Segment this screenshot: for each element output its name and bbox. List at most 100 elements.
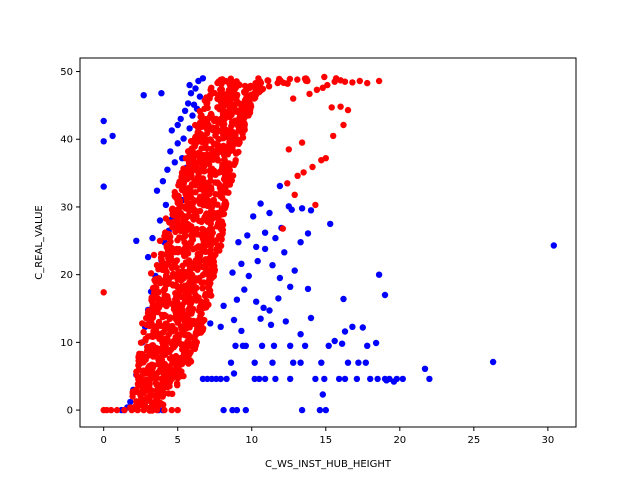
y-tick-label: 10 bbox=[60, 338, 73, 349]
data-point bbox=[230, 370, 238, 377]
data-point bbox=[202, 299, 210, 306]
data-point bbox=[230, 316, 238, 324]
data-point bbox=[191, 158, 198, 166]
data-point bbox=[162, 215, 170, 222]
data-point bbox=[180, 165, 187, 172]
data-point bbox=[245, 272, 252, 280]
data-point bbox=[303, 75, 310, 83]
data-point bbox=[220, 210, 228, 218]
data-point bbox=[344, 106, 352, 114]
data-point bbox=[356, 77, 363, 85]
data-point bbox=[372, 339, 380, 347]
data-point bbox=[195, 294, 202, 301]
data-point bbox=[172, 352, 180, 360]
x-tick-label: 30 bbox=[542, 435, 555, 446]
data-point bbox=[235, 148, 242, 156]
data-point bbox=[149, 305, 156, 312]
data-point bbox=[109, 132, 116, 140]
data-point bbox=[186, 304, 193, 311]
data-point bbox=[137, 392, 144, 400]
data-point bbox=[251, 375, 258, 383]
data-point bbox=[100, 289, 107, 296]
data-point bbox=[550, 242, 557, 249]
data-point bbox=[157, 250, 165, 258]
data-point bbox=[213, 375, 220, 383]
data-point bbox=[235, 239, 242, 246]
data-point bbox=[335, 375, 343, 383]
data-point bbox=[217, 323, 224, 330]
data-point bbox=[196, 93, 204, 100]
data-point bbox=[207, 177, 214, 184]
data-point bbox=[166, 355, 174, 362]
data-point bbox=[194, 231, 201, 238]
data-point bbox=[207, 137, 215, 144]
data-point bbox=[158, 90, 165, 97]
y-tick-label: 0 bbox=[67, 406, 73, 417]
data-point bbox=[253, 298, 260, 305]
data-point bbox=[375, 77, 383, 85]
data-point bbox=[324, 81, 331, 89]
data-point bbox=[205, 256, 212, 263]
data-point bbox=[174, 121, 181, 129]
data-point bbox=[173, 380, 181, 387]
data-point bbox=[364, 79, 371, 87]
data-point bbox=[153, 406, 161, 414]
data-point bbox=[206, 225, 214, 233]
y-tick-label: 50 bbox=[60, 67, 73, 78]
data-point bbox=[362, 359, 369, 366]
data-point bbox=[284, 180, 291, 187]
data-point bbox=[175, 245, 183, 253]
data-point bbox=[208, 375, 215, 383]
data-point bbox=[375, 271, 383, 278]
data-point bbox=[107, 406, 115, 414]
data-point bbox=[367, 375, 374, 383]
data-point bbox=[322, 155, 329, 162]
data-point bbox=[153, 187, 161, 194]
x-tick-label: 5 bbox=[175, 435, 181, 446]
data-point bbox=[282, 318, 289, 325]
data-point bbox=[170, 211, 177, 219]
data-point bbox=[143, 321, 150, 328]
data-point bbox=[276, 274, 284, 282]
data-point bbox=[260, 304, 267, 311]
data-point bbox=[341, 375, 349, 383]
data-point bbox=[241, 286, 248, 293]
data-point bbox=[276, 75, 283, 83]
data-point bbox=[327, 220, 334, 228]
data-point bbox=[212, 191, 219, 198]
data-point bbox=[214, 141, 222, 149]
data-point bbox=[148, 342, 156, 349]
data-point bbox=[149, 299, 156, 306]
data-point bbox=[290, 359, 297, 366]
data-point bbox=[233, 296, 241, 303]
data-point bbox=[341, 78, 349, 85]
data-point bbox=[312, 201, 319, 209]
plot-frame bbox=[79, 57, 577, 428]
x-tick-label: 10 bbox=[245, 435, 258, 446]
data-point bbox=[168, 406, 175, 414]
data-point bbox=[279, 225, 286, 232]
data-point bbox=[189, 112, 196, 119]
data-point bbox=[399, 375, 406, 383]
data-point bbox=[223, 375, 230, 383]
data-point bbox=[297, 331, 304, 338]
data-point bbox=[169, 390, 176, 397]
data-point bbox=[257, 315, 264, 322]
data-point bbox=[383, 377, 390, 384]
data-point bbox=[155, 318, 163, 326]
data-point bbox=[312, 375, 319, 383]
data-point bbox=[194, 250, 201, 258]
data-point bbox=[144, 253, 152, 261]
data-point bbox=[158, 297, 165, 304]
series-0 bbox=[100, 75, 557, 414]
data-point bbox=[199, 375, 207, 383]
data-point bbox=[291, 191, 298, 198]
data-point bbox=[381, 291, 389, 299]
data-point bbox=[174, 140, 181, 147]
data-point bbox=[146, 380, 153, 387]
data-point bbox=[155, 369, 162, 376]
data-point bbox=[146, 315, 153, 322]
data-point bbox=[220, 302, 227, 309]
data-point bbox=[199, 285, 206, 292]
